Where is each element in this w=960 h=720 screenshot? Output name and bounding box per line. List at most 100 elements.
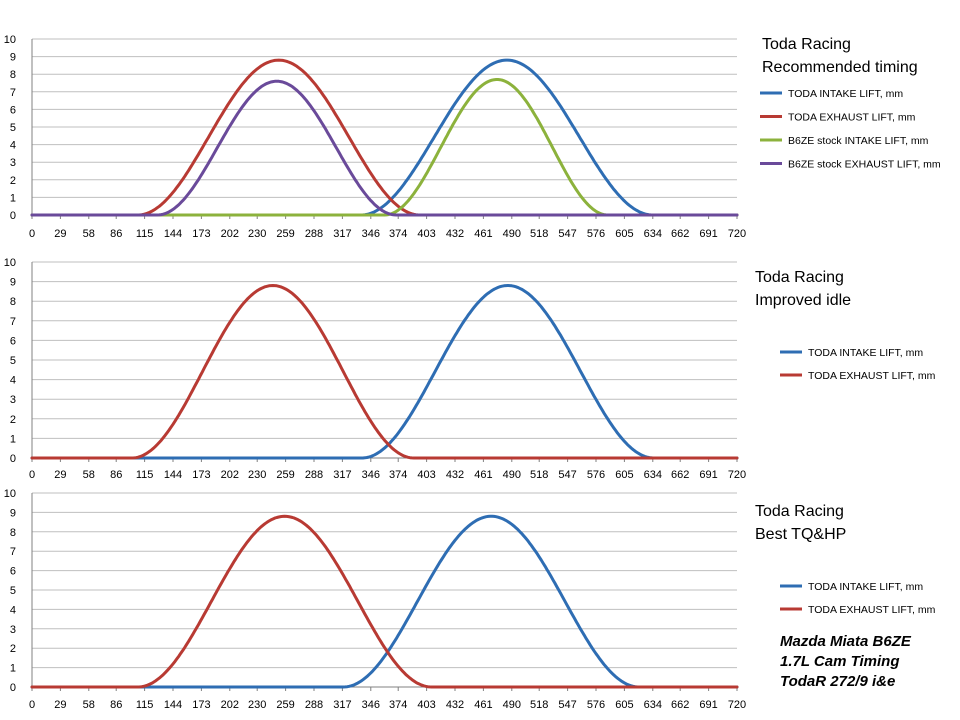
x-tick-label: 29 [54,469,66,481]
x-tick-label: 317 [333,699,351,711]
x-tick-label: 547 [558,228,576,240]
x-tick-label: 288 [305,699,323,711]
y-tick-label: 1 [10,663,16,675]
x-tick-label: 518 [530,699,548,711]
x-tick-label: 288 [305,469,323,481]
chart-best-tq-hp: 0 1 2 3 4 5 6 7 8 9 10 0 29 58 86 115 144 173 202 230 259 288… [4,488,936,711]
x-tick-label: 374 [389,228,407,240]
y-tick-label: 1 [10,433,16,445]
y-tick-label: 8 [10,69,16,81]
y-tick-label: 8 [10,296,16,308]
x-tick-label: 230 [248,699,266,711]
y-tick-label: 0 [10,682,16,694]
x-tick-label: 86 [110,699,122,711]
chart-improved-idle: 0 1 2 3 4 5 6 7 8 9 10 0 29 58 86 115 144 173 202 230 259 288… [4,257,936,481]
y-tick-label: 6 [10,104,16,116]
x-tick-label: 605 [615,228,633,240]
x-tick-label: 576 [587,469,605,481]
x-tick-label: 29 [54,228,66,240]
series-line-exhaust [30,284,739,460]
x-tick-label: 691 [699,699,717,711]
y-tick-label: 7 [10,316,16,328]
y-tick-label: 2 [10,175,16,187]
x-tick-label: 576 [587,699,605,711]
chart-recommended-timing: 0 1 2 3 4 5 6 7 8 9 10 0 29 58 86 115 144 173 202 230 259 288… [4,34,941,240]
y-tick-label: 7 [10,87,16,99]
x-tick-label: 490 [503,699,521,711]
chart-1-title: Toda Racing Recommended timing [762,33,918,79]
x-tick-label: 720 [728,469,746,481]
y-tick-label: 10 [4,257,16,269]
x-tick-label: 58 [83,469,95,481]
engine-caption: Mazda Miata B6ZE 1.7L Cam Timing TodaR 2… [780,632,911,692]
y-tick-label: 3 [10,394,16,406]
x-tick-label: 490 [503,469,521,481]
y-tick-label: 2 [10,643,16,655]
x-tick-label: 720 [728,228,746,240]
x-tick-label: 288 [305,228,323,240]
chart-1-title-line1: Toda Racing [762,36,851,53]
x-tick-label: 461 [474,228,492,240]
chart-1-title-line2: Recommended timing [762,59,918,76]
y-tick-label: 5 [10,585,16,597]
x-tick-label: 605 [615,699,633,711]
x-tick-label: 86 [110,469,122,481]
x-tick-label: 317 [333,469,351,481]
x-tick-label: 576 [587,228,605,240]
x-tick-label: 144 [164,469,182,481]
x-tick-label: 58 [83,699,95,711]
x-tick-label: 230 [248,469,266,481]
x-tick-label: 259 [276,228,294,240]
x-tick-label: 490 [503,228,521,240]
x-tick-label: 346 [362,228,380,240]
y-tick-label: 0 [10,453,16,465]
x-tick-label: 317 [333,228,351,240]
y-tick-label: 10 [4,34,16,46]
x-tick-label: 230 [248,228,266,240]
x-tick-label: 432 [446,469,464,481]
x-tick-label: 173 [192,228,210,240]
x-tick-label: 86 [110,228,122,240]
chart-3-title-line1: Toda Racing [755,503,844,520]
series-line-exhaust [30,514,739,689]
x-tick-label: 29 [54,699,66,711]
caption-line1: Mazda Miata B6ZE [780,633,911,650]
series-line-intake [30,284,739,460]
x-tick-label: 0 [29,469,35,481]
y-tick-label: 6 [10,335,16,347]
y-tick-label: 7 [10,546,16,558]
x-tick-label: 144 [164,228,182,240]
y-tick-label: 1 [10,192,16,204]
x-tick-label: 691 [699,469,717,481]
x-tick-label: 202 [221,228,239,240]
series-line-intake [30,514,739,689]
y-tick-label: 5 [10,355,16,367]
x-tick-label: 115 [136,699,154,711]
series-line-exhaust [30,58,739,217]
x-tick-label: 547 [558,699,576,711]
x-tick-label: 634 [644,469,662,481]
caption-line3: TodaR 272/9 i&e [780,673,896,690]
x-tick-label: 662 [671,228,689,240]
chart-3-title-line2: Best TQ&HP [755,526,847,543]
chart-2-title-line2: Improved idle [755,292,852,309]
legend-label-stock-exhaust: B6ZE stock EXHAUST LIFT, mm [788,159,941,171]
y-tick-label: 4 [10,375,16,387]
y-tick-label: 3 [10,157,16,169]
x-tick-label: 691 [699,228,717,240]
legend-label-intake: TODA INTAKE LIFT, mm [808,347,923,359]
y-tick-label: 9 [10,52,16,64]
x-tick-label: 461 [474,469,492,481]
caption-line2: 1.7L Cam Timing [780,653,900,670]
x-tick-label: 115 [136,228,154,240]
y-tick-label: 2 [10,414,16,426]
chart-2-title-line1: Toda Racing [755,269,844,286]
x-tick-label: 346 [362,699,380,711]
x-tick-label: 144 [164,699,182,711]
y-tick-label: 6 [10,566,16,578]
y-tick-label: 8 [10,527,16,539]
legend-label-intake: TODA INTAKE LIFT, mm [788,88,903,100]
series-line-stock-exhaust [30,79,739,217]
x-tick-label: 403 [417,228,435,240]
